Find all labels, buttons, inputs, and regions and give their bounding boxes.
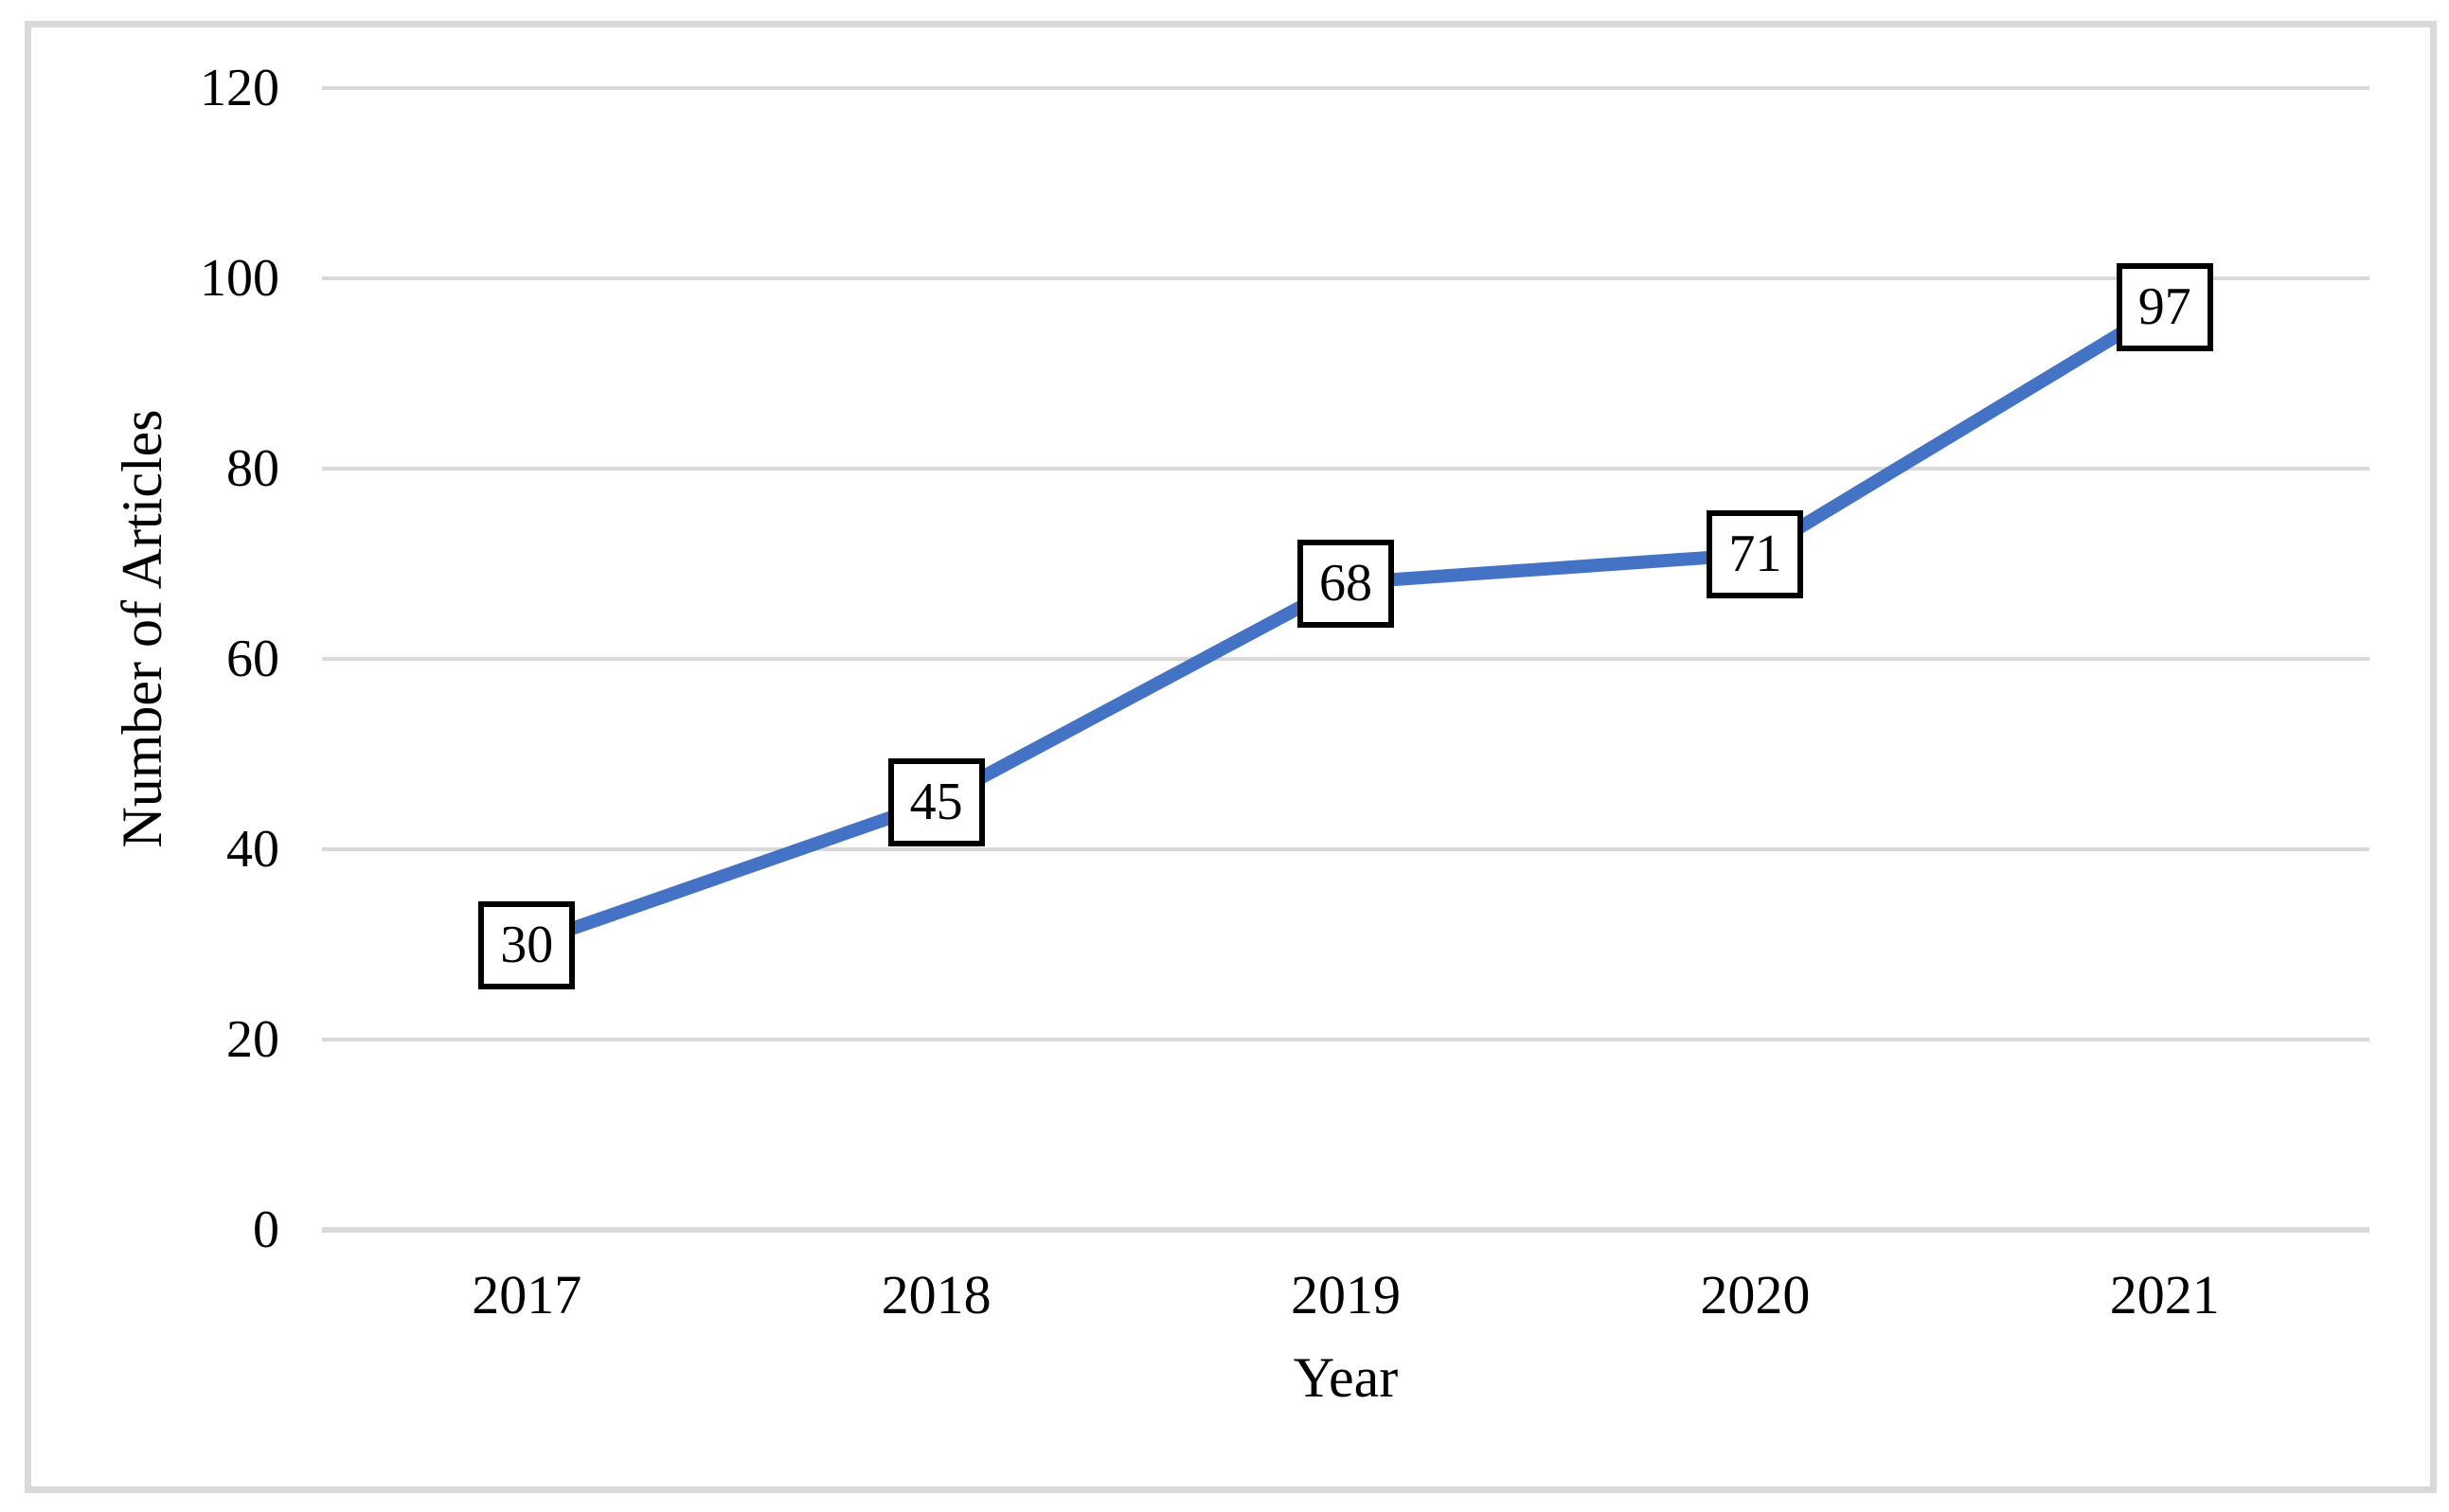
gridline-60 (322, 657, 2369, 661)
data-label-2018: 45 (887, 757, 985, 846)
x-tick-label-2020: 2020 (1700, 1264, 1811, 1325)
y-tick-label-120: 120 (200, 59, 279, 117)
gridline-40 (322, 847, 2369, 851)
y-tick-label-80: 80 (226, 439, 279, 498)
gridline-20 (322, 1038, 2369, 1041)
y-tick-label-20: 20 (226, 1010, 279, 1069)
data-label-2019: 68 (1297, 539, 1394, 628)
chart-outer-frame (25, 21, 2437, 1493)
gridline-80 (322, 467, 2369, 471)
x-tick-label-2019: 2019 (1291, 1264, 1401, 1325)
data-label-2021: 97 (2116, 263, 2213, 352)
y-tick-label-60: 60 (226, 630, 279, 688)
x-tick-label-2021: 2021 (2109, 1264, 2220, 1325)
gridline-100 (322, 276, 2369, 280)
y-tick-label-100: 100 (200, 249, 279, 308)
data-label-2020: 71 (1707, 510, 1804, 599)
x-tick-label-2018: 2018 (881, 1264, 992, 1325)
gridline-120 (322, 86, 2369, 90)
y-axis-title: Number of Articles (111, 409, 173, 848)
x-tick-label-2017: 2017 (472, 1264, 582, 1325)
y-tick-label-0: 0 (253, 1201, 279, 1259)
x-axis-title: Year (1293, 1346, 1399, 1409)
y-tick-label-40: 40 (226, 820, 279, 879)
x-axis-line (322, 1227, 2369, 1233)
data-label-2017: 30 (478, 900, 576, 989)
